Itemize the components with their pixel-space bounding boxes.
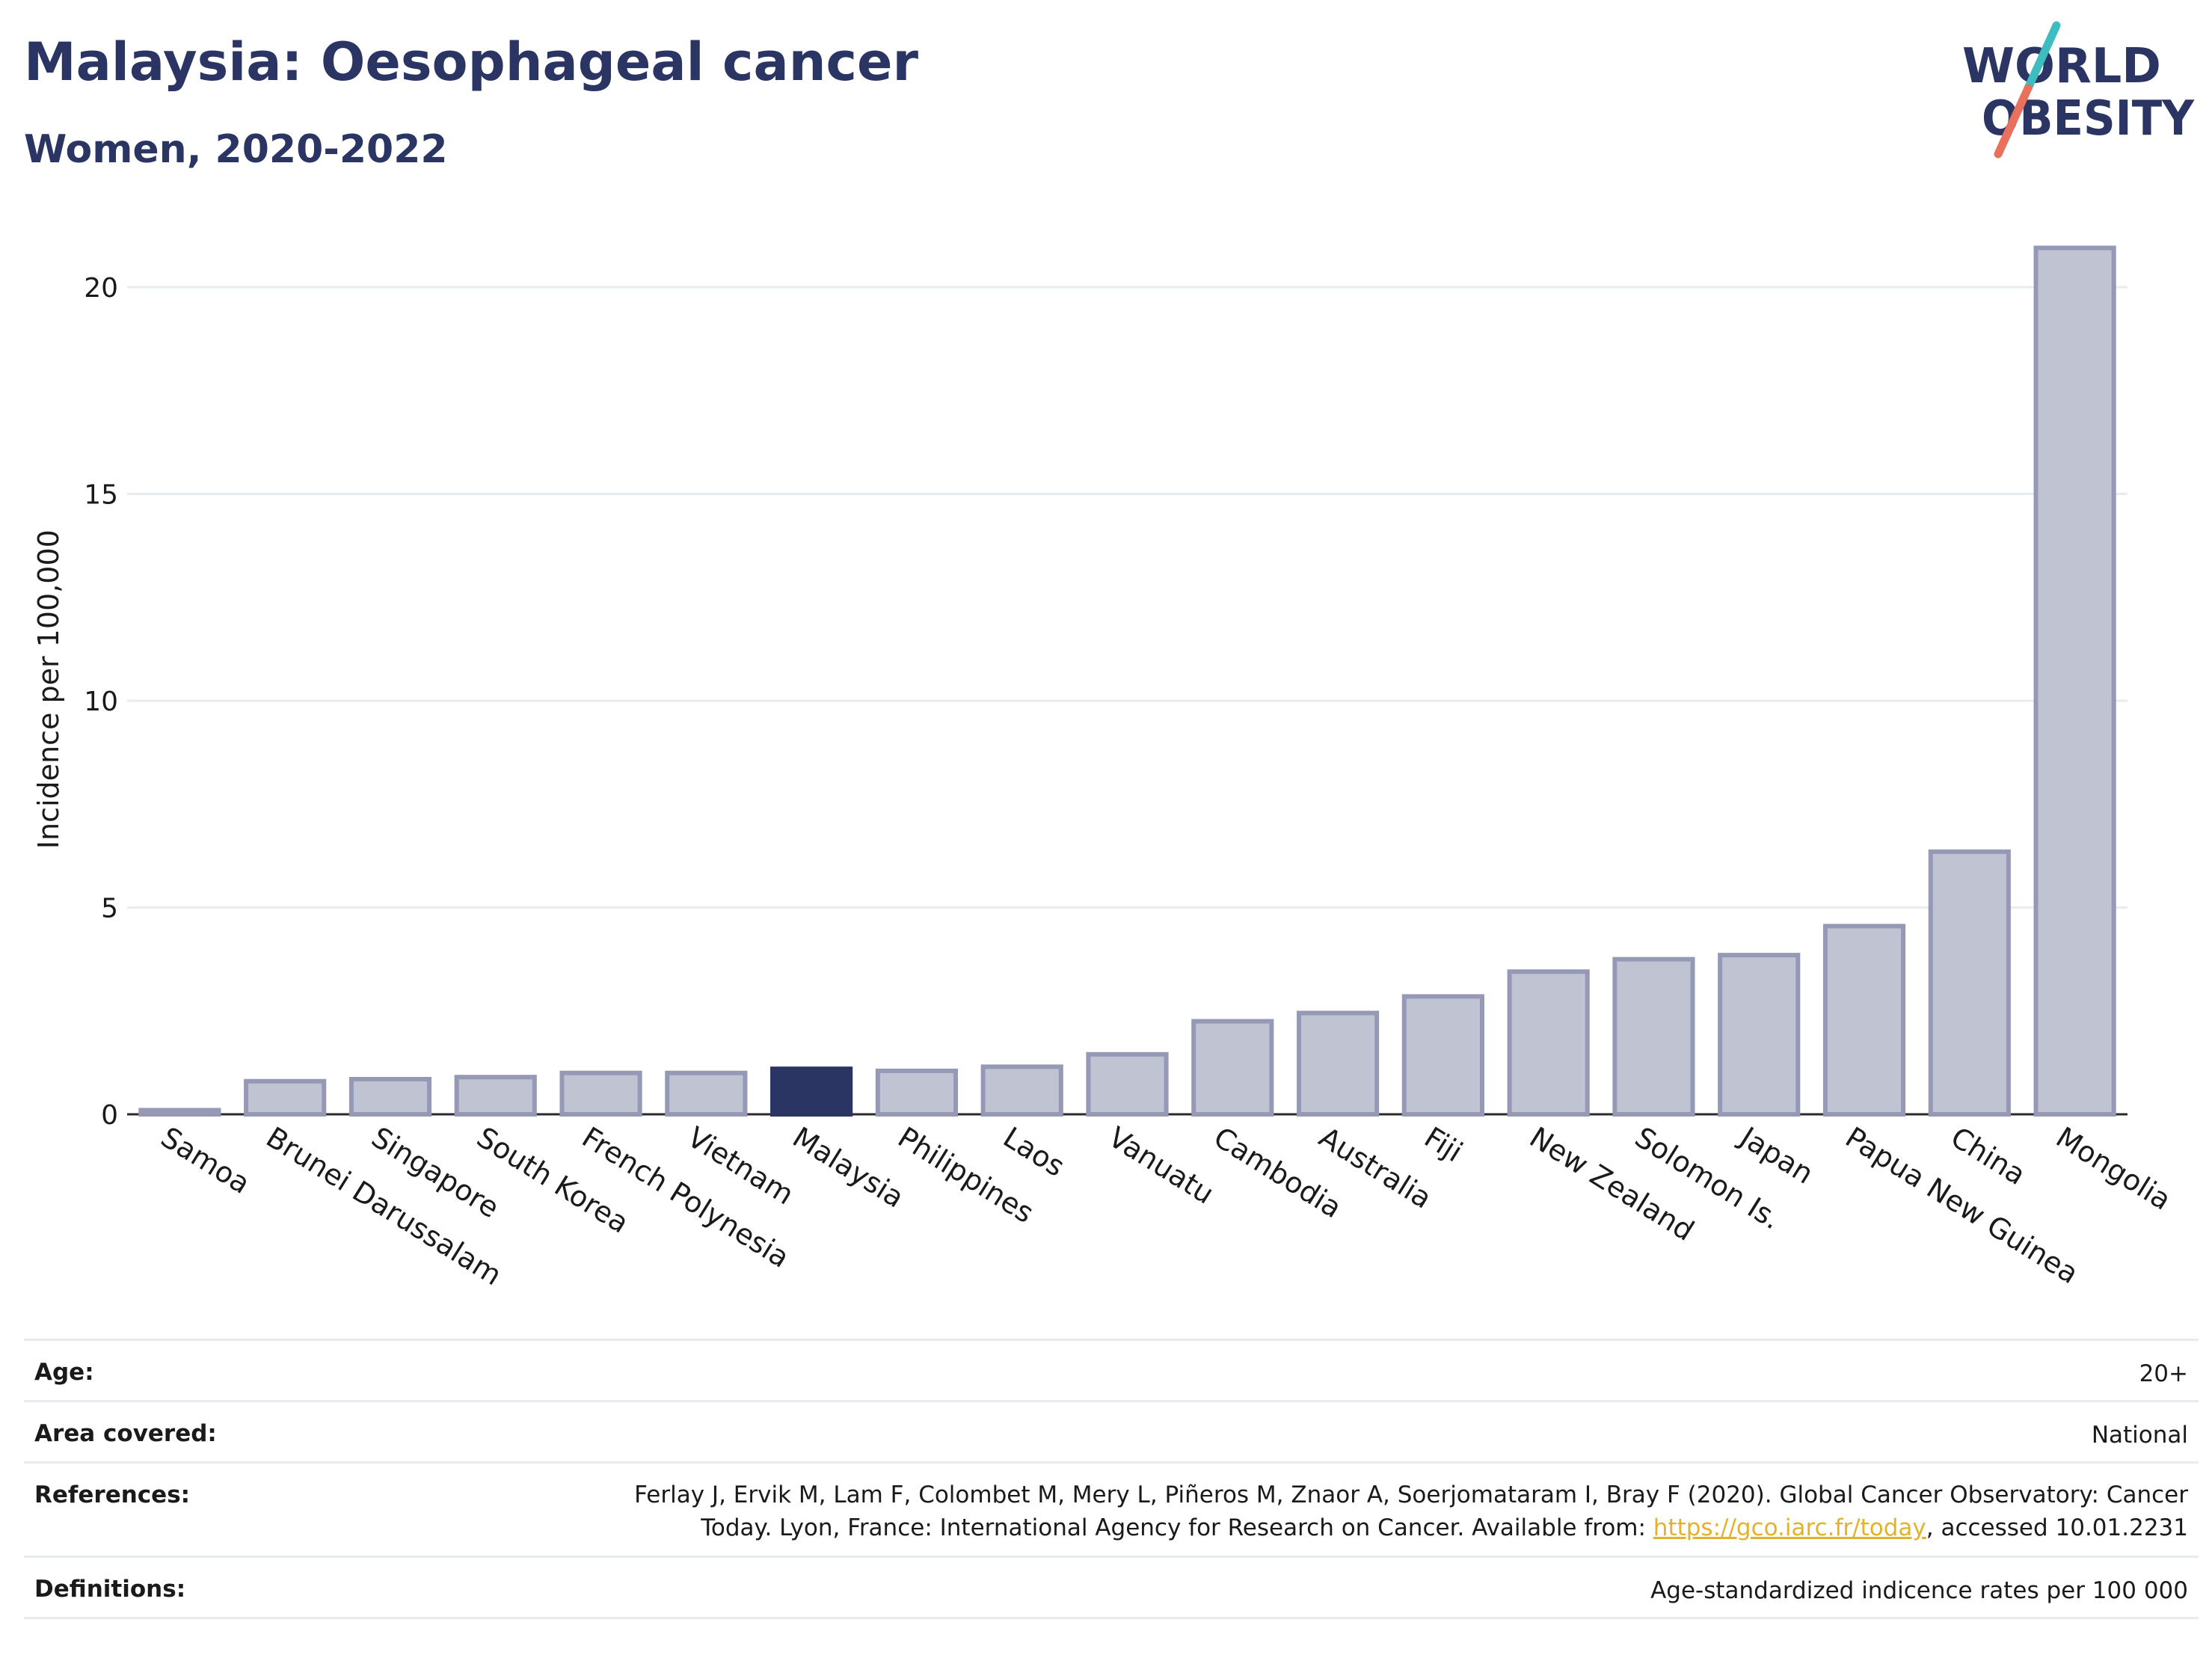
footer-value-definitions: Age-standardized indicence rates per 100… <box>1650 1577 2188 1604</box>
bar-china[interactable] <box>1928 849 2011 1117</box>
bar-mongolia[interactable] <box>2033 245 2116 1117</box>
bar-fiji[interactable] <box>1401 994 1484 1117</box>
bar-new-zealand[interactable] <box>1507 969 1590 1117</box>
bar-philippines[interactable] <box>875 1068 959 1117</box>
footer-row-definitions: Definitions: Age-standardized indicence … <box>24 1556 2199 1618</box>
y-axis-label: Incidence per 100,000 <box>32 529 65 849</box>
x-tick-label: Malaysia <box>787 1120 909 1214</box>
footer-row-references: References: Ferlay J, Ervik M, Lam F, Co… <box>24 1462 2199 1557</box>
bar-vietnam[interactable] <box>665 1070 748 1117</box>
x-tick-label: Laos <box>998 1120 1071 1183</box>
y-tick-label: 20 <box>84 273 118 304</box>
bar-south-korea[interactable] <box>454 1075 537 1117</box>
logo-slash-bottom <box>1994 84 2033 159</box>
y-tick-label: 0 <box>101 1100 118 1131</box>
references-line2-post: , accessed 10.01.2231 <box>1926 1514 2188 1541</box>
y-tick-label: 15 <box>84 480 118 511</box>
x-tick-label: Vanuatu <box>1103 1120 1220 1210</box>
x-tick-label: Mongolia <box>2050 1120 2177 1216</box>
footer-value-references: Ferlay J, Ervik M, Lam F, Colombet M, Me… <box>329 1463 2199 1557</box>
x-tick-label: Samoa <box>156 1120 256 1200</box>
bar-australia[interactable] <box>1296 1010 1380 1117</box>
y-tick-label: 10 <box>84 687 118 717</box>
footer-row-area: Area covered: National <box>24 1401 2199 1463</box>
bar-malaysia[interactable] <box>770 1066 853 1117</box>
bar-laos[interactable] <box>980 1064 1063 1117</box>
bar-french-polynesia[interactable] <box>559 1070 642 1117</box>
footer-value-area: National <box>2091 1422 2188 1449</box>
logo-line1: WORLD <box>1962 39 2161 94</box>
footer-value-age: 20+ <box>2139 1360 2188 1387</box>
bar-solomon-is[interactable] <box>1612 957 1695 1117</box>
bars <box>138 245 2116 1117</box>
bar-cambodia[interactable] <box>1191 1019 1274 1117</box>
logo-slash-top <box>2024 21 2061 93</box>
bar-vanuatu[interactable] <box>1086 1051 1169 1117</box>
world-obesity-logo: WORLD OBESITY <box>1962 21 2195 159</box>
x-tick-label: Japan <box>1733 1120 1819 1191</box>
bar-brunei-darussalam[interactable] <box>244 1078 327 1117</box>
metadata-table: Age: 20+ Area covered: National Referenc… <box>24 1339 2199 1619</box>
x-tick-label: Fiji <box>1419 1120 1468 1168</box>
y-tick-label: 5 <box>101 894 118 924</box>
x-tick-label: China <box>1945 1120 2031 1191</box>
references-line1: Ferlay J, Ervik M, Lam F, Colombet M, Me… <box>634 1481 2188 1508</box>
bar-papua-new-guinea[interactable] <box>1822 924 1906 1117</box>
references-line2-pre: Today. Lyon, France: International Agenc… <box>701 1514 1653 1541</box>
bar-japan[interactable] <box>1718 953 1801 1117</box>
chart-title: Malaysia: Oesophageal cancer <box>24 31 919 93</box>
footer-label-area: Area covered: <box>34 1420 217 1447</box>
footer-row-age: Age: 20+ <box>24 1339 2199 1401</box>
chart-subtitle: Women, 2020-2022 <box>24 127 448 172</box>
bar-chart: 0 5 10 15 20 Samoa Brunei DarussalamSingapore… <box>32 245 2177 1292</box>
footer-label-age: Age: <box>34 1359 94 1386</box>
references-line2: Today. Lyon, France: International Agenc… <box>340 1511 2188 1544</box>
references-link[interactable]: https://gco.iarc.fr/today <box>1653 1514 1926 1541</box>
footer-label-references: References: <box>34 1481 191 1508</box>
y-tick-labels: 0 5 10 15 20 <box>84 273 118 1131</box>
bar-singapore[interactable] <box>348 1076 432 1117</box>
footer-label-definitions: Definitions: <box>34 1576 186 1603</box>
bar-samoa[interactable] <box>138 1108 221 1117</box>
